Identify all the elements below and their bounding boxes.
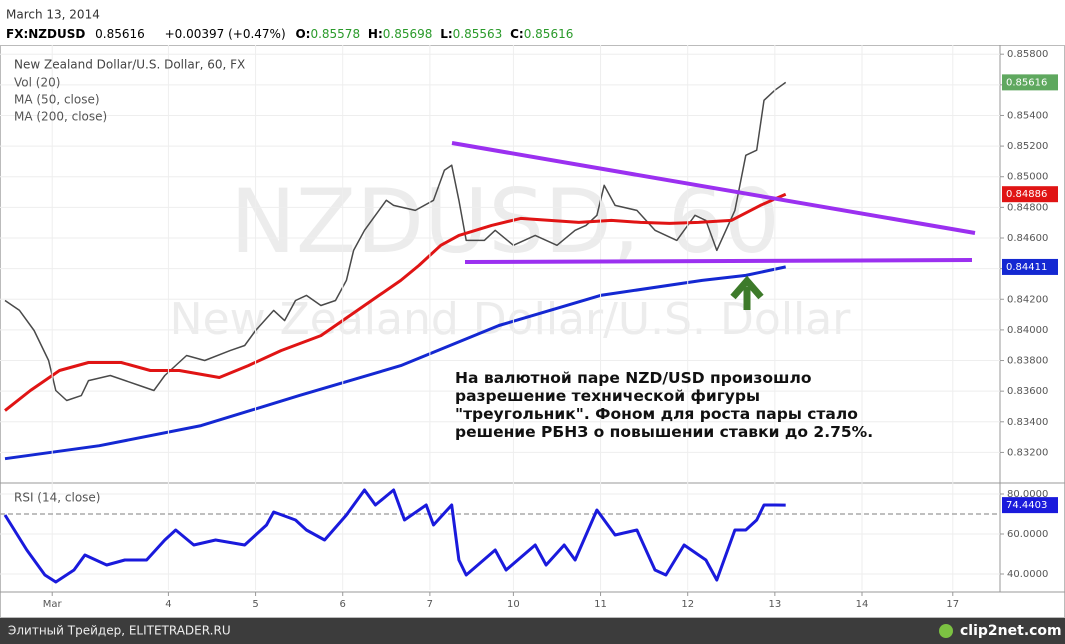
y-tick-label: 80.0000 (1007, 489, 1048, 500)
last-value-box (1002, 258, 1058, 275)
legend-entry: MA (200, close) (14, 110, 107, 124)
y-tick-label: 0.84200 (1007, 294, 1048, 305)
annotation-line: "треугольник". Фоном для роста пары стал… (455, 405, 858, 423)
y-tick-label: 0.85400 (1007, 110, 1048, 121)
y-tick-label: 0.85800 (1007, 49, 1048, 60)
x-tick-label: 11 (594, 599, 607, 610)
annotation-line: разрешение технической фигуры (455, 387, 760, 405)
annotation-line: На валютной паре NZD/USD произошло (455, 369, 811, 387)
footer-right: clip2net.com (960, 623, 1062, 639)
series-line (4, 81, 787, 402)
legend-entry: MA (50, close) (14, 93, 100, 107)
h-label: H: (368, 27, 383, 41)
y-tick-label: 60.0000 (1007, 529, 1048, 540)
x-tick-label: 5 (252, 599, 258, 610)
trend-line (451, 141, 976, 235)
plot: 0.83200 0.83400 0.83600 0.83800 0.84000 0.842… (0, 45, 1058, 610)
c-label: C: (510, 27, 524, 41)
y-tick-label: 0.84800 (1007, 202, 1048, 213)
last-value-label: 0.85616 (1006, 77, 1047, 88)
y-tick-label: 0.83200 (1007, 447, 1048, 458)
y-tick-label: 0.83600 (1007, 386, 1048, 397)
x-tick-label: 14 (856, 599, 869, 610)
x-tick-label: 13 (768, 599, 781, 610)
h: 0.85698 (383, 27, 433, 41)
last-value-box (1002, 497, 1058, 514)
footer (0, 618, 1065, 644)
l: 0.85563 (453, 27, 503, 41)
change: +0.00397 (+0.47%) (165, 27, 286, 41)
last-value-box (1002, 186, 1058, 203)
x-tick-label: 12 (681, 599, 694, 610)
footer-left: Элитный Трейдер, ELITETRADER.RU (8, 624, 231, 638)
last-value-label: 74.4403 (1006, 500, 1047, 511)
x-tick-label: 6 (340, 599, 346, 610)
rsi-title: RSI (14, close) (14, 491, 100, 505)
l-label: L: (440, 27, 452, 41)
series-line (3, 488, 786, 584)
y-tick-label: 0.84600 (1007, 233, 1048, 244)
x-tick-label: 7 (427, 599, 433, 610)
last-value-label: 0.84886 (1006, 189, 1047, 200)
x-tick-label: Mar (43, 599, 63, 610)
y-tick-label: 0.85200 (1007, 141, 1048, 152)
symbol: FX:NZDUSD (6, 27, 85, 41)
series-line (4, 265, 787, 461)
last-value-label: 0.84411 (1006, 262, 1047, 273)
y-tick-label: 0.83800 (1007, 356, 1048, 367)
x-tick-label: 17 (946, 599, 959, 610)
legend-entry: Vol (20) (14, 76, 60, 90)
quote-line: FX:NZDUSD 0.85616 +0.00397 (+0.47%) O:0.… (6, 27, 573, 41)
o-label: O: (295, 27, 310, 41)
series-line (4, 192, 787, 412)
annotation: На валютной паре NZD/USD произошло разре… (455, 369, 873, 441)
y-tick-label: 0.85000 (1007, 172, 1048, 183)
annotation-line: решение РБНЗ о повышении ставки до 2.75%… (455, 423, 873, 441)
last-value-box (1002, 74, 1058, 91)
y-tick-label: 40.0000 (1007, 569, 1048, 580)
arrow (730, 275, 764, 310)
y-tick-label: 0.84000 (1007, 325, 1048, 336)
trend-line (464, 258, 973, 264)
x-tick-label: 4 (165, 599, 171, 610)
o: 0.85578 (310, 27, 360, 41)
y-tick-label: 0.83400 (1007, 417, 1048, 428)
logo-icon (939, 624, 953, 638)
date: March 13, 2014 (6, 8, 100, 22)
chart-title: New Zealand Dollar/U.S. Dollar, 60, FX (14, 58, 245, 72)
c: 0.85616 (524, 27, 574, 41)
x-tick-label: 10 (507, 599, 520, 610)
last: 0.85616 (95, 27, 145, 41)
